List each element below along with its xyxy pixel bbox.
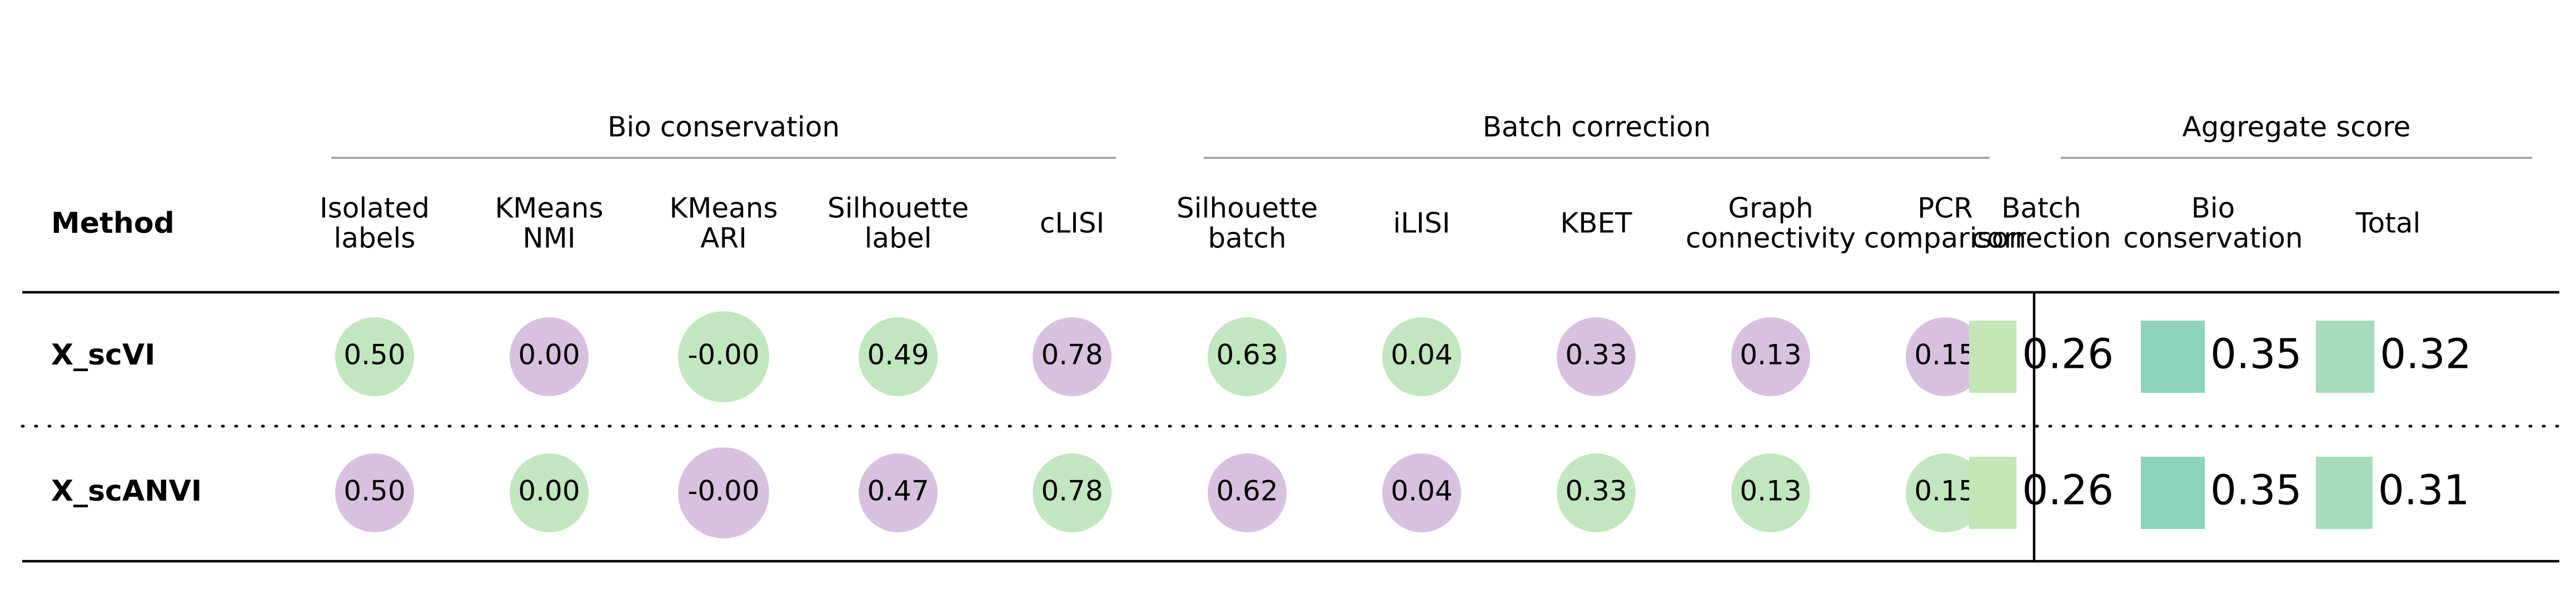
- score-circle: [1906, 453, 1985, 532]
- score-circle: [1557, 317, 1636, 396]
- column-header: Silhouette: [1177, 192, 1318, 224]
- column-header: KMeans: [669, 192, 778, 224]
- column-header: Batch: [2001, 192, 2081, 224]
- score-value: 0.04: [1391, 339, 1452, 371]
- aggregate-value: 0.35: [2210, 331, 2302, 378]
- group-title: Bio conservation: [607, 111, 840, 143]
- score-value: 0.33: [1565, 475, 1627, 507]
- score-value: 0.04: [1391, 475, 1452, 507]
- group-title: Aggregate score: [2183, 111, 2411, 143]
- column-header: Total: [2355, 207, 2421, 239]
- score-circle: [1731, 453, 1810, 532]
- aggregate-bar: [1969, 457, 2017, 529]
- score-circle: [859, 317, 938, 396]
- score-circle: [1906, 317, 1985, 396]
- score-circle: [1208, 317, 1287, 396]
- column-header: KBET: [1560, 207, 1632, 239]
- row-method-label: X_scANVI: [51, 475, 202, 508]
- score-value: 0.15: [1914, 475, 1976, 507]
- aggregate-bar: [2316, 457, 2373, 529]
- score-value: 0.50: [343, 339, 405, 371]
- score-value: 0.63: [1216, 339, 1278, 371]
- column-header: connectivity: [1686, 222, 1856, 254]
- column-header: cLISI: [1040, 207, 1105, 239]
- score-value: 0.78: [1041, 339, 1103, 371]
- column-header: KMeans: [495, 192, 603, 224]
- aggregate-value: 0.31: [2378, 467, 2470, 515]
- column-header: Graph: [1728, 192, 1813, 224]
- score-value: 0.00: [518, 475, 580, 507]
- score-value: 0.13: [1740, 339, 1801, 371]
- score-circle: [859, 453, 938, 532]
- score-value: 0.49: [867, 339, 929, 371]
- score-circle: [1557, 453, 1636, 532]
- column-header: labels: [334, 222, 416, 254]
- score-value: 0.15: [1914, 339, 1976, 371]
- score-circle: [1382, 453, 1461, 532]
- column-header: conservation: [2123, 222, 2303, 254]
- aggregate-bar: [2141, 321, 2205, 393]
- score-value: 0.50: [343, 475, 405, 507]
- aggregate-bar: [1969, 321, 2017, 393]
- score-value: 0.62: [1216, 475, 1278, 507]
- column-header: ARI: [700, 222, 747, 254]
- aggregate-value: 0.26: [2022, 467, 2114, 515]
- score-value: -0.00: [687, 339, 759, 371]
- score-value: 0.78: [1041, 475, 1103, 507]
- row-method-label: X_scVI: [51, 338, 155, 372]
- score-value: 0.33: [1565, 339, 1627, 371]
- score-circle: [1382, 317, 1461, 396]
- column-header: NMI: [522, 222, 575, 254]
- column-header: Isolated: [320, 192, 430, 224]
- score-circle: [335, 317, 414, 396]
- aggregate-value: 0.26: [2022, 331, 2114, 378]
- score-value: -0.00: [687, 475, 759, 507]
- score-circle: [1033, 453, 1112, 532]
- score-circle: [1731, 317, 1810, 396]
- score-value: 0.47: [867, 475, 929, 507]
- aggregate-bar: [2316, 321, 2375, 393]
- score-circle: [678, 311, 769, 402]
- column-header: iLISI: [1393, 207, 1451, 239]
- group-title: Batch correction: [1483, 111, 1711, 143]
- score-value: 0.00: [518, 339, 580, 371]
- column-header: batch: [1208, 222, 1286, 254]
- score-circle: [1033, 317, 1112, 396]
- score-circle: [510, 453, 589, 532]
- aggregate-value: 0.35: [2210, 467, 2302, 515]
- column-header: Bio: [2191, 192, 2235, 224]
- column-header: comparison: [1864, 222, 2026, 254]
- aggregate-bar: [2141, 457, 2205, 529]
- column-header: Silhouette: [828, 192, 969, 224]
- aggregate-value: 0.32: [2380, 331, 2472, 378]
- column-header: PCR: [1917, 192, 1973, 224]
- method-column-header: Method: [51, 207, 175, 240]
- column-header: correction: [1971, 222, 2111, 254]
- score-circle: [335, 453, 414, 532]
- column-header: label: [865, 222, 932, 254]
- score-circle: [510, 317, 589, 396]
- score-circle: [678, 447, 769, 538]
- score-circle: [1208, 453, 1287, 532]
- score-value: 0.13: [1740, 475, 1801, 507]
